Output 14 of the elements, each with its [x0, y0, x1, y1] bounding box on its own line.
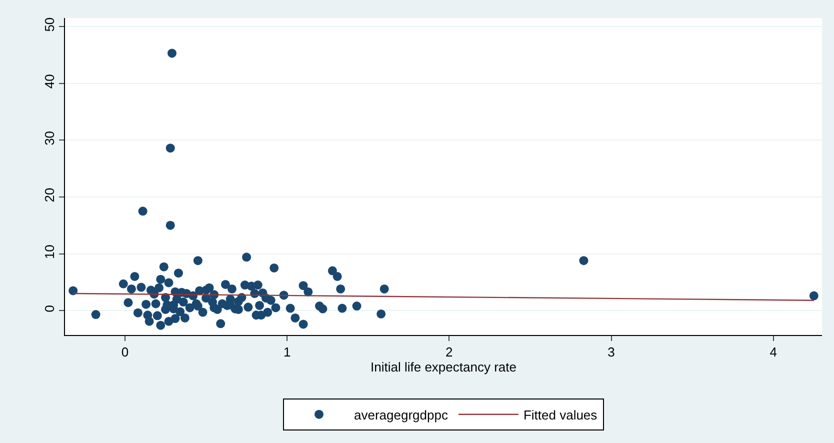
x-tick-label: 0: [121, 344, 129, 360]
y-tick-label: 50: [42, 17, 57, 32]
y-tick-label: 0: [42, 305, 57, 312]
y-tick-label: 20: [42, 188, 57, 202]
x-tick-label: 1: [283, 344, 291, 360]
legend-label: Fitted values: [523, 407, 598, 422]
x-tick-label: 3: [608, 344, 615, 360]
y-tick-label: 30: [42, 130, 57, 146]
legend-label: averagegrgdppc: [354, 407, 448, 422]
x-tick-label: 4: [770, 344, 777, 360]
y-tick-label: 10: [42, 244, 57, 260]
x-axis-title: Initial life expectancy rate: [370, 360, 516, 375]
x-tick-label: 2: [446, 344, 453, 360]
y-tick-label: 40: [42, 74, 57, 89]
